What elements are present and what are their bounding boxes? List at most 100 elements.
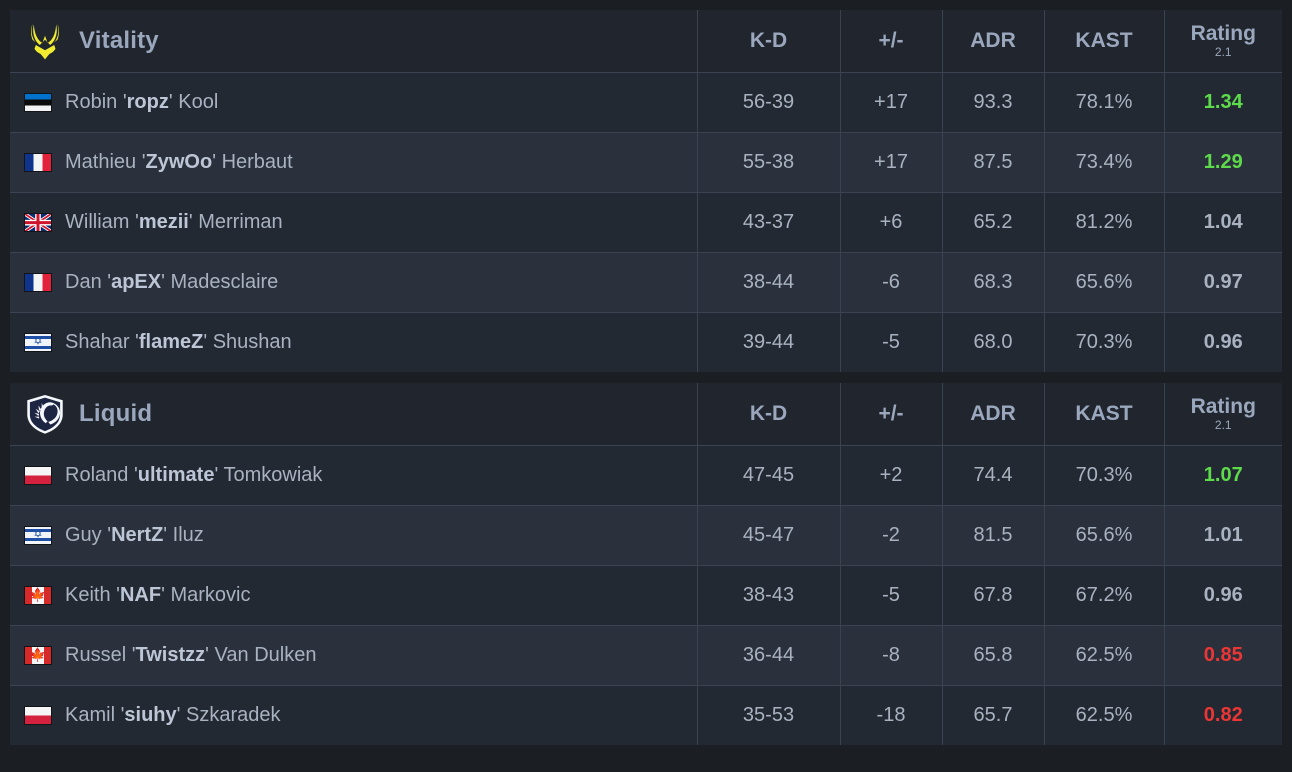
column-header-adr[interactable]: ADR [942,10,1045,73]
stat-kast: 62.5% [1044,685,1165,745]
team-header-cell[interactable]: Liquid [10,383,698,446]
table-row[interactable]: ✡ Shahar 'flameZ' Shushan 39-44 -5 68.0 70.3%… [10,312,1282,372]
rating-label: Rating [1190,22,1256,46]
stat-plusminus: -2 [840,505,943,566]
column-header-plusminus[interactable]: +/- [840,10,943,73]
player-last-name: Van Dulken [214,643,317,666]
stat-kd: 55-38 [697,132,841,193]
player-nickname: NertZ [111,523,164,546]
player-cell[interactable]: ✡ Guy 'NertZ' Iluz [10,505,698,566]
stat-adr: 65.7 [942,685,1045,745]
player-cell[interactable]: Robin 'ropz' Kool [10,72,698,133]
player-nickname: ultimate [137,463,215,486]
player-nickname: Twistzz [135,643,206,666]
maple-leaf-icon: 🍁 [29,587,47,603]
player-name: Dan 'apEX' Madesclaire [65,270,279,293]
team-name: Liquid [79,399,153,427]
table-row[interactable]: Dan 'apEX' Madesclaire 38-44 -6 68.3 65.6% 0.… [10,252,1282,313]
table-row[interactable]: William 'mezii' Merriman 43-37 +6 65.2 81.2%… [10,192,1282,253]
player-nickname: siuhy [124,703,177,726]
rating-version: 2.1 [1214,45,1232,60]
stat-adr: 68.3 [942,252,1045,313]
player-name: Russel 'Twistzz' Van Dulken [65,643,317,666]
stat-rating: 1.04 [1164,192,1282,253]
player-cell[interactable]: Mathieu 'ZywOo' Herbaut [10,132,698,193]
table-row[interactable]: ✡ Guy 'NertZ' Iluz 45-47 -2 81.5 65.6% 1.01 [10,505,1282,566]
player-name: Robin 'ropz' Kool [65,90,219,113]
table-row[interactable]: Mathieu 'ZywOo' Herbaut 55-38 +17 87.5 73.4%… [10,132,1282,193]
player-cell[interactable]: 🍁 Keith 'NAF' Markovic [10,565,698,626]
player-cell[interactable]: 🍁 Russel 'Twistzz' Van Dulken [10,625,698,686]
column-header-plusminus[interactable]: +/- [840,383,943,446]
column-header-kd[interactable]: K-D [697,10,841,73]
stat-plusminus: -6 [840,252,943,313]
table-row[interactable]: Robin 'ropz' Kool 56-39 +17 93.3 78.1% 1.34 [10,72,1282,133]
stat-rating: 0.96 [1164,565,1282,626]
player-cell[interactable]: Roland 'ultimate' Tomkowiak [10,445,698,506]
stat-kd: 36-44 [697,625,841,686]
player-first-name: Keith [65,583,111,606]
player-cell[interactable]: Kamil 'siuhy' Szkaradek [10,685,698,745]
player-nickname: NAF [119,583,162,606]
player-last-name: Shushan [212,330,292,353]
stat-kd: 43-37 [697,192,841,253]
column-header-rating[interactable]: Rating 2.1 [1164,10,1282,73]
player-last-name: Kool [178,90,219,113]
stat-rating: 0.85 [1164,625,1282,686]
country-flag-icon: 🍁 [24,585,52,605]
table-row[interactable]: 🍁 Russel 'Twistzz' Van Dulken 36-44 -8 65.8 6… [10,625,1282,686]
player-first-name: Roland [65,463,129,486]
column-header-kd[interactable]: K-D [697,383,841,446]
player-last-name: Madesclaire [170,270,279,293]
player-first-name: Mathieu [65,150,137,173]
column-header-rating[interactable]: Rating 2.1 [1164,383,1282,446]
table-row[interactable]: Roland 'ultimate' Tomkowiak 47-45 +2 74.4 70… [10,445,1282,506]
player-first-name: Dan [65,270,102,293]
column-header-adr[interactable]: ADR [942,383,1045,446]
player-last-name: Markovic [170,583,251,606]
stat-kast: 78.1% [1044,72,1165,133]
stat-adr: 68.0 [942,312,1045,372]
stat-adr: 74.4 [942,445,1045,506]
player-name: Guy 'NertZ' Iluz [65,523,204,546]
stat-plusminus: +2 [840,445,943,506]
stat-rating: 0.82 [1203,703,1243,726]
stat-rating: 1.29 [1164,132,1282,193]
stat-rating: 0.96 [1203,330,1243,353]
stat-rating: 1.07 [1164,445,1282,506]
rating-version: 2.1 [1214,418,1232,433]
column-header-kast[interactable]: KAST [1044,10,1165,73]
team-name: Vitality [79,26,159,54]
stat-rating: 0.97 [1164,252,1282,313]
player-cell[interactable]: William 'mezii' Merriman [10,192,698,253]
country-flag-icon [24,152,52,172]
player-last-name: Tomkowiak [223,463,323,486]
union-jack-icon [25,213,51,231]
player-name: William 'mezii' Merriman [65,210,283,233]
team-header-cell[interactable]: Vitality [10,10,698,73]
stat-kd: 38-43 [697,565,841,626]
vitality-logo [31,23,59,60]
player-last-name: Herbaut [221,150,293,173]
player-cell[interactable]: ✡ Shahar 'flameZ' Shushan [10,312,698,372]
star-of-david-icon: ✡ [33,528,43,541]
stat-adr: 65.8 [942,625,1045,686]
player-last-name: Szkaradek [186,703,281,726]
table-row[interactable]: 🍁 Keith 'NAF' Markovic 38-43 -5 67.8 67.2% 0.9… [10,565,1282,626]
player-cell[interactable]: Dan 'apEX' Madesclaire [10,252,698,313]
player-first-name: Guy [65,523,102,546]
player-name: Shahar 'flameZ' Shushan [65,330,292,353]
player-name: Mathieu 'ZywOo' Herbaut [65,150,293,173]
player-name: Roland 'ultimate' Tomkowiak [65,463,323,486]
player-name: Keith 'NAF' Markovic [65,583,251,606]
country-flag-icon [24,705,52,725]
column-header-kast[interactable]: KAST [1044,383,1165,446]
stat-kd: 35-53 [697,685,841,745]
stat-kd: 45-47 [697,505,841,566]
star-of-david-icon: ✡ [33,335,43,348]
stat-plusminus: -8 [840,625,943,686]
stat-plusminus: +17 [840,132,943,193]
maple-leaf-icon: 🍁 [29,647,47,663]
player-nickname: mezii [138,210,189,233]
table-row[interactable]: Kamil 'siuhy' Szkaradek 35-53 -18 65.7 62.5%… [10,685,1282,745]
